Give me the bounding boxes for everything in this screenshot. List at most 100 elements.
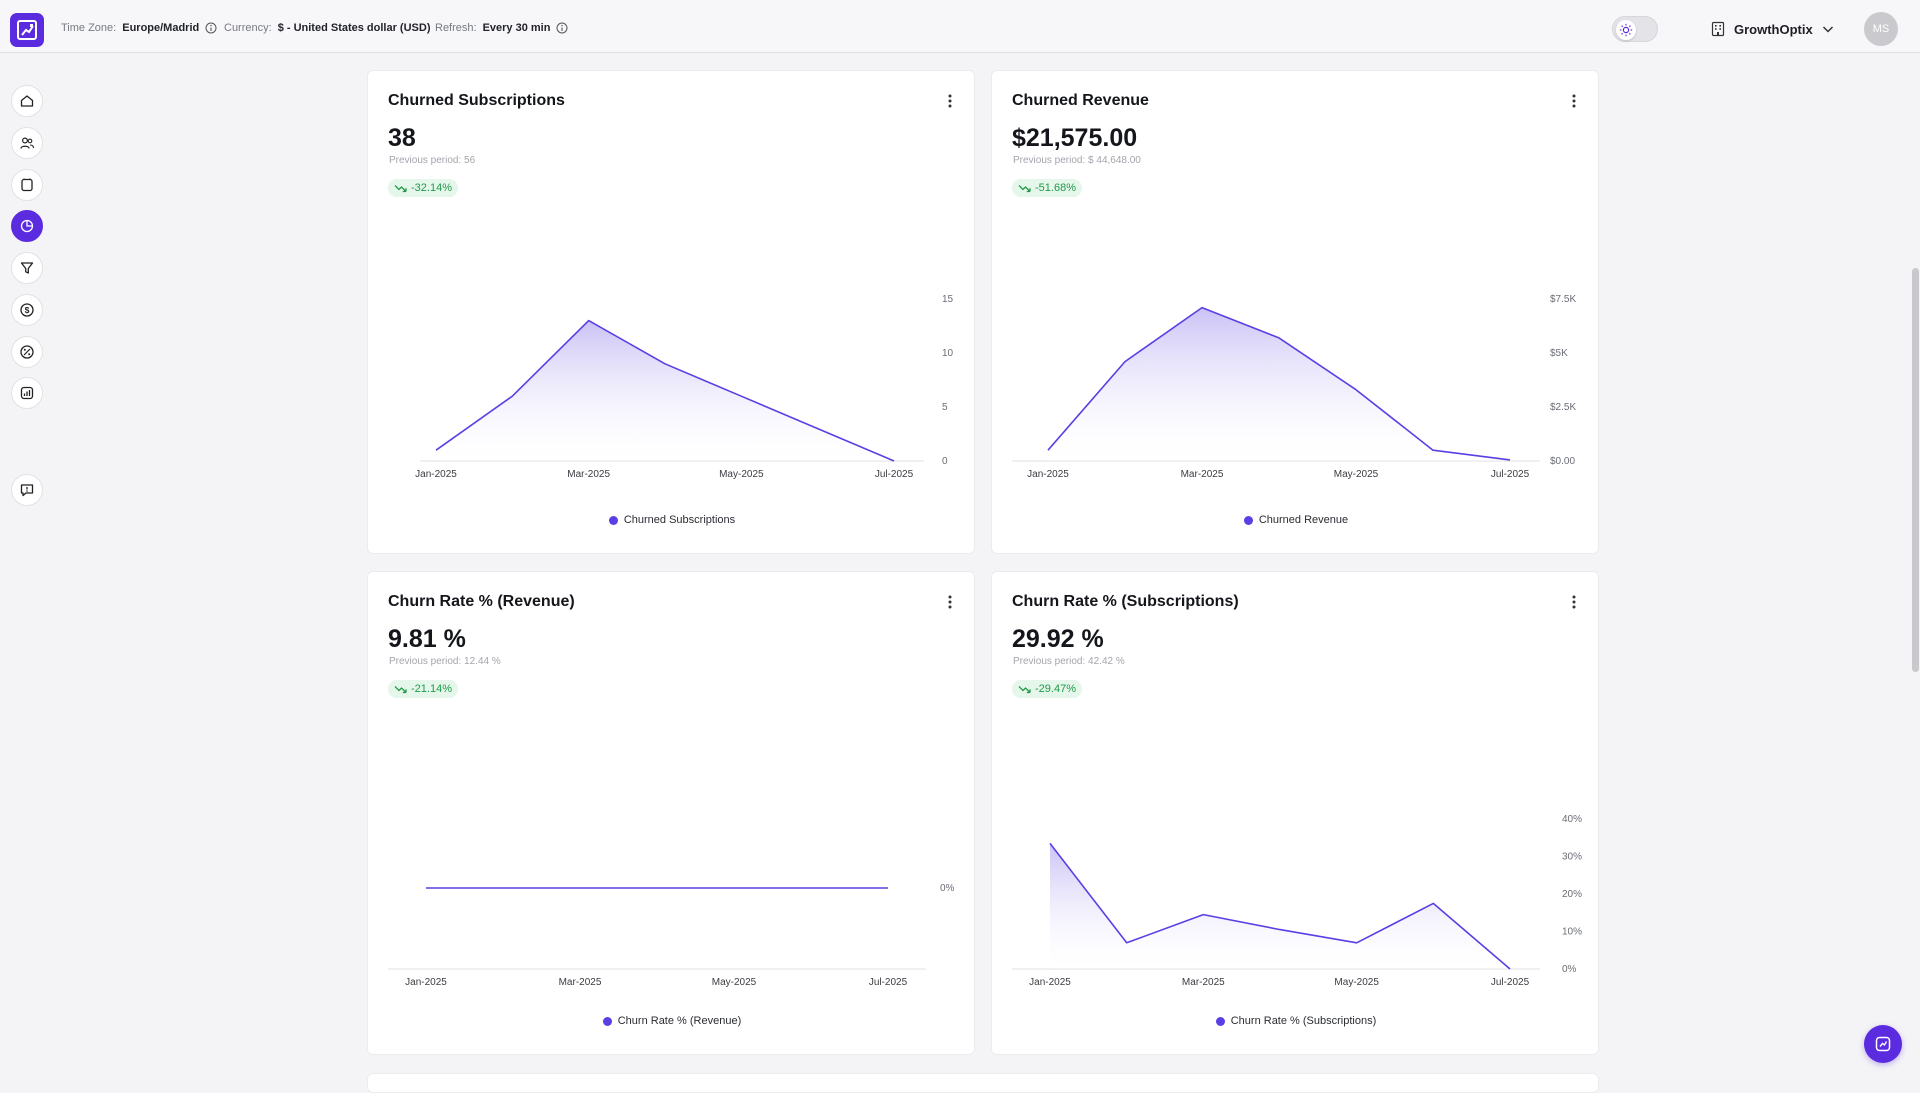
card-previous-period: Previous period: 12.44 % bbox=[389, 656, 501, 667]
data-point[interactable] bbox=[805, 882, 817, 894]
delta-badge: -32.14% bbox=[388, 179, 458, 197]
card-title: Churn Rate % (Revenue) bbox=[388, 593, 575, 610]
data-point[interactable] bbox=[1351, 937, 1363, 949]
chart: $0.00 $2.5K $5K $7.5K Jan-2025 Mar-2025 May-20… bbox=[1012, 294, 1576, 480]
card-value: 38 bbox=[388, 124, 416, 152]
refresh-label: Refresh: bbox=[435, 22, 477, 34]
org-switcher[interactable]: GrowthOptix bbox=[1710, 18, 1835, 40]
card-previous-period: Previous period: $ 44,648.00 bbox=[1013, 155, 1141, 166]
data-point[interactable] bbox=[882, 882, 894, 894]
y-tick-label: $0.00 bbox=[1550, 456, 1575, 467]
more-options-icon[interactable] bbox=[942, 592, 958, 612]
trend-down-icon bbox=[1018, 184, 1031, 192]
sidebar-item-discounts[interactable] bbox=[11, 336, 43, 368]
sidebar-item-reports[interactable] bbox=[11, 377, 43, 409]
data-point[interactable] bbox=[1044, 837, 1056, 849]
data-point[interactable] bbox=[735, 390, 747, 402]
series-line[interactable] bbox=[1047, 306, 1511, 461]
sidebar: $ bbox=[0, 53, 54, 1080]
card-churn-rate-subscriptions: Churn Rate % (Subscriptions) 29.92 % Pre… bbox=[991, 571, 1599, 1055]
sidebar-item-revenue[interactable]: $ bbox=[11, 294, 43, 326]
card-previous-period: Previous period: 42.42 % bbox=[1013, 656, 1125, 667]
chart-legend: Churn Rate % (Subscriptions) bbox=[992, 1015, 1600, 1027]
data-point[interactable] bbox=[1274, 924, 1286, 936]
more-options-icon[interactable] bbox=[1566, 592, 1582, 612]
page-scrollbar[interactable] bbox=[1912, 268, 1919, 672]
app-logo[interactable] bbox=[10, 13, 44, 47]
data-point[interactable] bbox=[574, 882, 586, 894]
y-tick-label: $2.5K bbox=[1550, 402, 1576, 413]
delta-badge: -29.47% bbox=[1012, 680, 1082, 698]
data-point[interactable] bbox=[1119, 356, 1131, 368]
x-tick-label: Mar-2025 bbox=[567, 469, 610, 480]
sidebar-item-churn[interactable] bbox=[11, 210, 43, 242]
y-tick-label: 40% bbox=[1562, 814, 1582, 825]
avatar[interactable]: MS bbox=[1864, 12, 1898, 46]
series-line[interactable] bbox=[1049, 842, 1511, 970]
x-tick-label: Jul-2025 bbox=[869, 977, 908, 988]
org-name: GrowthOptix bbox=[1734, 21, 1813, 37]
data-point[interactable] bbox=[1427, 897, 1439, 909]
card-value: 9.81 % bbox=[388, 625, 466, 653]
delta-badge: -21.14% bbox=[388, 680, 458, 698]
timezone-label: Time Zone: bbox=[61, 22, 117, 34]
y-tick-label: 0% bbox=[940, 883, 955, 894]
legend-dot bbox=[602, 1016, 612, 1026]
timezone-info: Time Zone: Europe/Madrid bbox=[61, 22, 217, 34]
refresh-info-icon[interactable] bbox=[556, 22, 568, 34]
chat-icon bbox=[1875, 1036, 1891, 1052]
legend-label: Churn Rate % (Subscriptions) bbox=[1230, 1015, 1377, 1027]
y-tick-label: 10% bbox=[1562, 927, 1582, 938]
sidebar-item-home[interactable] bbox=[11, 85, 43, 117]
card-churned-subscriptions: Churned Subscriptions 38 Previous period… bbox=[367, 70, 975, 554]
sidebar-item-users[interactable] bbox=[11, 127, 43, 159]
delta-value: -51.68% bbox=[1035, 182, 1076, 194]
y-tick-label: $7.5K bbox=[1550, 294, 1576, 305]
chart: 0 5 10 15 Jan-2025 Mar-2025 May-2025 Jul-2025 bbox=[415, 294, 953, 480]
card-title: Churned Revenue bbox=[1012, 92, 1149, 109]
data-point[interactable] bbox=[1273, 332, 1285, 344]
data-point[interactable] bbox=[1042, 444, 1054, 456]
chat-support-button[interactable] bbox=[1864, 1025, 1902, 1063]
currency-label: Currency: bbox=[224, 22, 272, 34]
data-point[interactable] bbox=[420, 882, 432, 894]
card-value: 29.92 % bbox=[1012, 625, 1104, 653]
data-point[interactable] bbox=[888, 455, 900, 467]
data-point[interactable] bbox=[506, 390, 518, 402]
reports-icon bbox=[20, 386, 34, 400]
x-tick-label: May-2025 bbox=[1334, 469, 1379, 480]
x-tick-label: Jan-2025 bbox=[1027, 469, 1069, 480]
users-icon bbox=[20, 137, 35, 149]
x-tick-label: Jul-2025 bbox=[1491, 469, 1530, 480]
series-line[interactable] bbox=[435, 319, 895, 462]
data-point[interactable] bbox=[1504, 963, 1516, 975]
data-point[interactable] bbox=[1427, 444, 1439, 456]
sidebar-item-feedback[interactable] bbox=[11, 474, 43, 506]
theme-toggle[interactable] bbox=[1612, 16, 1658, 42]
data-point[interactable] bbox=[583, 315, 595, 327]
data-point[interactable] bbox=[497, 882, 509, 894]
data-point[interactable] bbox=[659, 358, 671, 370]
more-options-icon[interactable] bbox=[942, 91, 958, 111]
timezone-value: Europe/Madrid bbox=[122, 22, 200, 34]
sidebar-item-funnel[interactable] bbox=[11, 252, 43, 284]
data-point[interactable] bbox=[651, 882, 663, 894]
currency-value: $ - United States dollar (USD) bbox=[277, 22, 431, 34]
sidebar-item-subscriptions[interactable] bbox=[11, 169, 43, 201]
timezone-info-icon[interactable] bbox=[205, 22, 217, 34]
data-point[interactable] bbox=[1196, 302, 1208, 314]
data-point[interactable] bbox=[430, 444, 442, 456]
data-point[interactable] bbox=[728, 882, 740, 894]
more-options-icon[interactable] bbox=[1566, 91, 1582, 111]
legend-dot bbox=[1243, 515, 1253, 525]
home-icon bbox=[20, 95, 34, 107]
y-tick-label: 20% bbox=[1562, 889, 1582, 900]
data-point[interactable] bbox=[1121, 937, 1133, 949]
chart-legend: Churned Subscriptions bbox=[368, 514, 976, 526]
data-point[interactable] bbox=[1504, 454, 1516, 466]
data-point[interactable] bbox=[812, 423, 824, 435]
data-point[interactable] bbox=[1197, 909, 1209, 921]
x-tick-label: Jan-2025 bbox=[1029, 977, 1071, 988]
chart-legend: Churned Revenue bbox=[992, 514, 1600, 526]
data-point[interactable] bbox=[1350, 384, 1362, 396]
